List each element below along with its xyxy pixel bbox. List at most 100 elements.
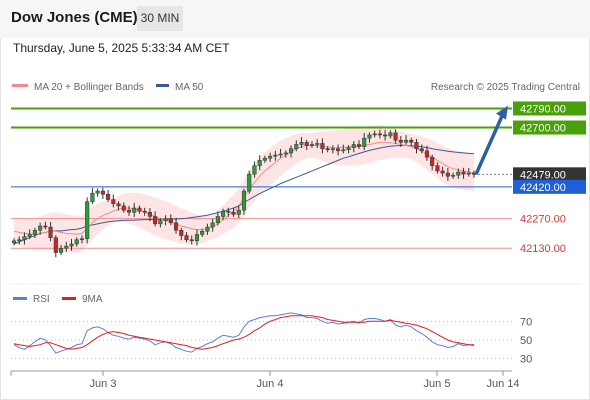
candle — [445, 167, 450, 181]
candle-body — [409, 139, 414, 143]
rsi-legend-label: RSI — [33, 294, 50, 305]
candle-body — [304, 142, 309, 146]
candle — [38, 222, 43, 235]
candle — [79, 235, 85, 244]
candle — [325, 146, 330, 153]
candle-body — [168, 218, 173, 224]
candle-body — [132, 207, 137, 213]
candle — [116, 201, 121, 211]
candle — [184, 232, 189, 243]
candle-body — [205, 226, 210, 232]
candle-body — [221, 210, 226, 217]
x-tick-label-Jun-5: Jun 5 — [424, 378, 451, 390]
candle — [205, 223, 210, 235]
candle-body — [356, 144, 362, 147]
candle-body — [362, 137, 367, 147]
candle-body — [142, 210, 147, 213]
candle-body — [173, 222, 179, 231]
candle — [215, 211, 220, 226]
candle — [189, 235, 194, 245]
ma50-legend-label: MA 50 — [175, 82, 204, 93]
candle — [257, 155, 262, 171]
candle — [440, 166, 445, 177]
timeframe-button[interactable]: 30 MIN — [137, 6, 183, 31]
candle-body — [153, 216, 158, 225]
candle — [320, 138, 325, 154]
candle-body — [294, 144, 299, 149]
x-tick-label-Jun-3: Jun 3 — [90, 378, 117, 390]
candle — [11, 238, 17, 246]
rsi-legend-swatch — [13, 297, 27, 300]
candle — [194, 229, 200, 246]
candle-body — [100, 190, 105, 195]
candle-body — [106, 193, 111, 200]
candle — [346, 145, 351, 154]
candle — [173, 217, 179, 234]
candle-body — [85, 201, 90, 239]
level-label-42700.00: 42700.00 — [520, 123, 566, 135]
rsi-ma9-line — [13, 315, 474, 350]
candle — [309, 141, 315, 149]
level-badge-42700.00 — [513, 120, 586, 135]
candle-body — [268, 155, 273, 159]
forecast-arrow-shaft — [474, 110, 506, 176]
candle-body — [383, 134, 388, 137]
candle — [351, 141, 356, 153]
candle — [100, 187, 105, 199]
candle-body — [445, 172, 450, 177]
candle-body — [388, 132, 393, 137]
candle — [247, 170, 252, 194]
candle — [336, 144, 341, 156]
candle-body — [403, 139, 409, 143]
level-label-42790.00: 42790.00 — [520, 103, 566, 115]
candle-body — [456, 171, 461, 176]
rsi-line — [13, 312, 475, 354]
candle — [74, 237, 79, 247]
candle-body — [226, 210, 231, 213]
candle-body — [461, 171, 466, 175]
candle — [299, 137, 304, 149]
candle-body — [48, 226, 53, 238]
candle — [435, 162, 440, 174]
price-levels — [11, 107, 512, 249]
candle — [388, 130, 393, 139]
candle-body — [419, 148, 424, 152]
candle — [106, 190, 111, 203]
candle — [85, 197, 90, 244]
candle — [95, 188, 100, 197]
candle-body — [283, 152, 288, 155]
candle — [268, 152, 273, 162]
candle — [236, 205, 241, 218]
candle-body — [278, 153, 283, 156]
candle — [121, 202, 126, 213]
candle — [461, 167, 466, 179]
candle — [43, 221, 48, 230]
candle-body — [231, 211, 236, 215]
candle — [163, 215, 168, 226]
candle — [262, 155, 267, 163]
candle-body — [163, 218, 168, 221]
candle-body — [241, 190, 247, 211]
candle — [288, 145, 294, 158]
candle-body — [158, 220, 163, 225]
candle — [294, 140, 299, 152]
candle — [111, 194, 116, 208]
candle — [22, 232, 27, 245]
candle-body — [393, 132, 398, 141]
candle-body — [22, 236, 27, 241]
ma20-legend-swatch — [12, 84, 28, 87]
candle — [304, 139, 309, 151]
title-bar — [0, 0, 590, 38]
ma9-legend-swatch — [62, 297, 76, 300]
candle-body — [74, 239, 79, 245]
candle-body — [179, 229, 184, 236]
candle-body — [137, 207, 142, 212]
candle — [403, 135, 409, 145]
candle — [466, 167, 471, 177]
candle — [330, 145, 335, 154]
candle-body — [90, 192, 95, 202]
candle — [451, 172, 456, 179]
candle-body — [299, 142, 304, 145]
candle — [132, 202, 137, 217]
candle — [153, 211, 158, 227]
